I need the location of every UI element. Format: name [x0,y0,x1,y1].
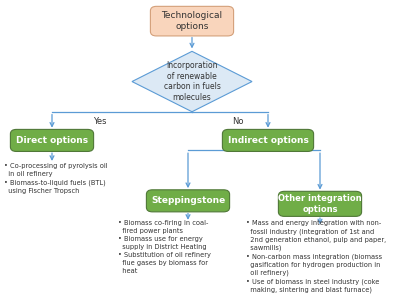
Text: Indirect options: Indirect options [228,136,308,145]
Text: Technological
options: Technological options [162,11,222,31]
FancyBboxPatch shape [150,6,234,36]
FancyBboxPatch shape [10,129,94,151]
Text: No: No [232,117,244,126]
Text: • Biomass co-firing in coal-
  fired power plants
• Biomass use for energy
  sup: • Biomass co-firing in coal- fired power… [118,220,211,275]
Text: Steppingstone: Steppingstone [151,196,225,205]
Polygon shape [132,51,252,112]
FancyBboxPatch shape [222,129,314,151]
Text: Incorporation
of renewable
carbon in fuels
molecules: Incorporation of renewable carbon in fue… [164,61,220,102]
Text: Yes: Yes [93,117,107,126]
FancyBboxPatch shape [146,190,230,212]
Text: Other integration
options: Other integration options [278,194,362,214]
Text: Direct options: Direct options [16,136,88,145]
Text: • Mass and energy integration with non-
  fossil industry (integration of 1st an: • Mass and energy integration with non- … [246,220,386,294]
FancyBboxPatch shape [278,191,362,216]
Text: • Co-processing of pyrolysis oil
  in oil refinery
• Biomass-to-liquid fuels (BT: • Co-processing of pyrolysis oil in oil … [4,163,108,194]
